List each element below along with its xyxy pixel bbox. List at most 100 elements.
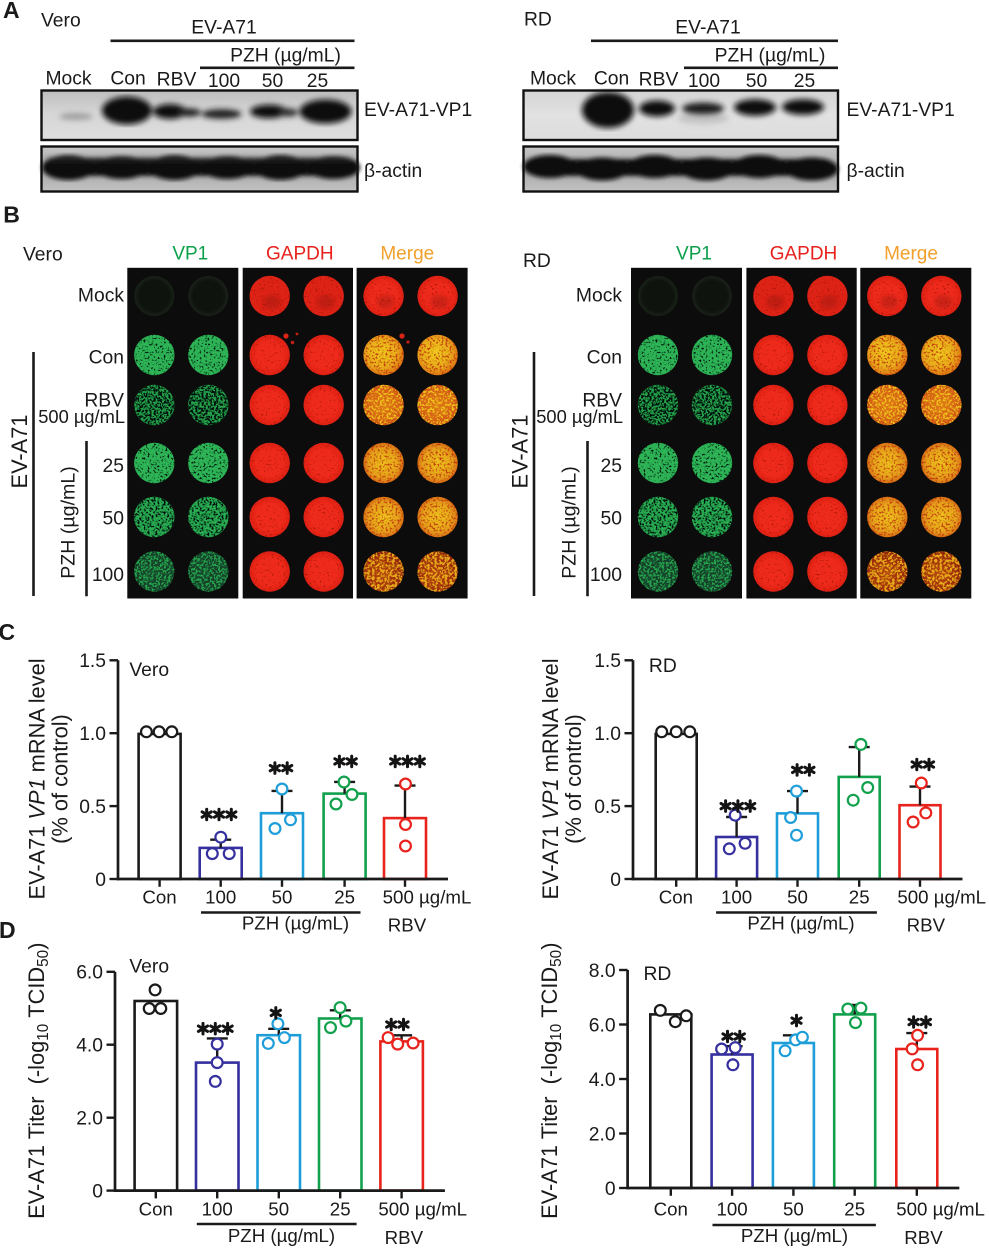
- svg-text:100: 100: [721, 887, 752, 908]
- svg-text:Vero: Vero: [129, 660, 169, 681]
- svg-text:PZH (µg/mL): PZH (µg/mL): [715, 46, 826, 67]
- svg-text:EV-A71: EV-A71: [191, 18, 256, 39]
- svg-text:Vero: Vero: [41, 11, 81, 32]
- svg-text:100: 100: [205, 887, 236, 908]
- svg-text:2.0: 2.0: [76, 1109, 103, 1130]
- svg-text:25: 25: [849, 887, 870, 908]
- svg-text:50: 50: [783, 1199, 804, 1220]
- svg-text:Mock: Mock: [78, 286, 124, 307]
- svg-text:4.0: 4.0: [76, 1036, 103, 1057]
- svg-text:VP1: VP1: [676, 244, 712, 265]
- svg-text:0: 0: [605, 1179, 616, 1200]
- svg-text:RBV: RBV: [385, 1227, 424, 1248]
- svg-text:1.0: 1.0: [594, 724, 621, 745]
- svg-text:EV-A71 Titer (-log10 TCID50): EV-A71 Titer (-log10 TCID50): [24, 943, 52, 1219]
- svg-text:50: 50: [272, 887, 293, 908]
- svg-text:100: 100: [717, 1199, 748, 1220]
- svg-text:PZH (µg/mL): PZH (µg/mL): [559, 466, 581, 579]
- svg-text:D: D: [0, 917, 16, 943]
- svg-text:25: 25: [334, 887, 355, 908]
- svg-text:1.0: 1.0: [79, 724, 106, 745]
- svg-text:100: 100: [688, 71, 720, 92]
- svg-text:0: 0: [610, 870, 621, 891]
- svg-text:Con: Con: [654, 1199, 688, 1220]
- svg-text:0: 0: [92, 1182, 103, 1203]
- svg-text:100: 100: [208, 71, 240, 92]
- svg-text:EV-A71 Titer (-log10 TCID50): EV-A71 Titer (-log10 TCID50): [537, 943, 565, 1219]
- svg-text:β-actin: β-actin: [847, 161, 905, 182]
- svg-text:Merge: Merge: [884, 244, 938, 265]
- svg-text:EV-A71: EV-A71: [508, 415, 533, 489]
- svg-text:Mock: Mock: [530, 69, 576, 90]
- svg-text:25: 25: [103, 456, 124, 477]
- svg-text:PZH (µg/mL): PZH (µg/mL): [228, 1225, 335, 1246]
- svg-text:(% of control): (% of control): [561, 714, 586, 844]
- svg-text:RD: RD: [524, 10, 552, 31]
- svg-text:0.5: 0.5: [79, 797, 106, 818]
- svg-text:100: 100: [202, 1199, 233, 1220]
- svg-text:PZH (µg/mL): PZH (µg/mL): [242, 913, 349, 934]
- svg-text:25: 25: [794, 71, 815, 92]
- svg-text:PZH (µg/mL): PZH (µg/mL): [58, 466, 80, 579]
- svg-text:25: 25: [330, 1199, 351, 1220]
- svg-text:50: 50: [103, 509, 124, 530]
- svg-text:PZH (µg/mL): PZH (µg/mL): [747, 913, 854, 934]
- svg-text:50: 50: [268, 1199, 289, 1220]
- svg-text:GAPDH: GAPDH: [770, 244, 838, 265]
- svg-text:25: 25: [844, 1199, 865, 1220]
- svg-text:6.0: 6.0: [589, 1015, 616, 1036]
- svg-text:EV-A71: EV-A71: [675, 18, 740, 39]
- svg-text:100: 100: [92, 565, 124, 586]
- svg-text:Vero: Vero: [23, 245, 63, 266]
- svg-text:Con: Con: [659, 887, 693, 908]
- svg-text:RBV: RBV: [904, 1227, 943, 1248]
- svg-text:25: 25: [601, 456, 622, 477]
- svg-text:50: 50: [601, 509, 622, 530]
- svg-text:50: 50: [787, 887, 808, 908]
- svg-text:500 µg/mL: 500 µg/mL: [378, 1199, 467, 1220]
- svg-text:RD: RD: [649, 656, 677, 677]
- svg-text:A: A: [3, 0, 20, 23]
- svg-text:500 µg/mL: 500 µg/mL: [897, 887, 986, 908]
- svg-text:RD: RD: [523, 251, 551, 272]
- svg-text:50: 50: [262, 71, 283, 92]
- svg-text:4.0: 4.0: [589, 1070, 616, 1091]
- svg-text:RD: RD: [644, 964, 672, 985]
- svg-text:0: 0: [95, 870, 106, 891]
- svg-text:EV-A71-VP1: EV-A71-VP1: [847, 100, 955, 121]
- svg-text:500 µg/mL: 500 µg/mL: [38, 406, 125, 427]
- svg-text:1.5: 1.5: [79, 651, 106, 672]
- svg-text:1.5: 1.5: [594, 651, 621, 672]
- svg-text:Con: Con: [587, 348, 622, 369]
- svg-text:0.5: 0.5: [594, 797, 621, 818]
- svg-text:Con: Con: [594, 69, 629, 90]
- svg-text:Mock: Mock: [45, 69, 91, 90]
- svg-text:500 µg/mL: 500 µg/mL: [896, 1199, 985, 1220]
- svg-text:RBV: RBV: [907, 915, 946, 936]
- svg-text:EV-A71: EV-A71: [7, 415, 32, 489]
- svg-text:EV-A71 VP1 mRNA level: EV-A71 VP1 mRNA level: [25, 658, 50, 899]
- svg-text:25: 25: [307, 71, 328, 92]
- svg-text:Con: Con: [110, 69, 145, 90]
- svg-text:2.0: 2.0: [589, 1124, 616, 1145]
- svg-text:RBV: RBV: [582, 391, 622, 412]
- svg-text:50: 50: [746, 71, 767, 92]
- svg-text:Con: Con: [89, 348, 124, 369]
- svg-text:Con: Con: [139, 1199, 173, 1220]
- svg-text:C: C: [0, 619, 15, 645]
- svg-text:Mock: Mock: [576, 286, 622, 307]
- svg-text:500 µg/mL: 500 µg/mL: [536, 406, 623, 427]
- svg-text:B: B: [3, 202, 20, 228]
- svg-text:(% of control): (% of control): [48, 714, 73, 844]
- svg-text:RBV: RBV: [639, 70, 679, 91]
- svg-text:Vero: Vero: [129, 957, 169, 978]
- svg-text:6.0: 6.0: [76, 963, 103, 984]
- svg-text:VP1: VP1: [172, 244, 208, 265]
- svg-text:8.0: 8.0: [589, 961, 616, 982]
- svg-text:β-actin: β-actin: [364, 161, 422, 182]
- svg-text:Con: Con: [142, 887, 176, 908]
- svg-text:EV-A71 VP1 mRNA level: EV-A71 VP1 mRNA level: [538, 658, 563, 899]
- svg-text:Merge: Merge: [380, 244, 434, 265]
- svg-text:RBV: RBV: [388, 915, 427, 936]
- svg-text:100: 100: [590, 565, 622, 586]
